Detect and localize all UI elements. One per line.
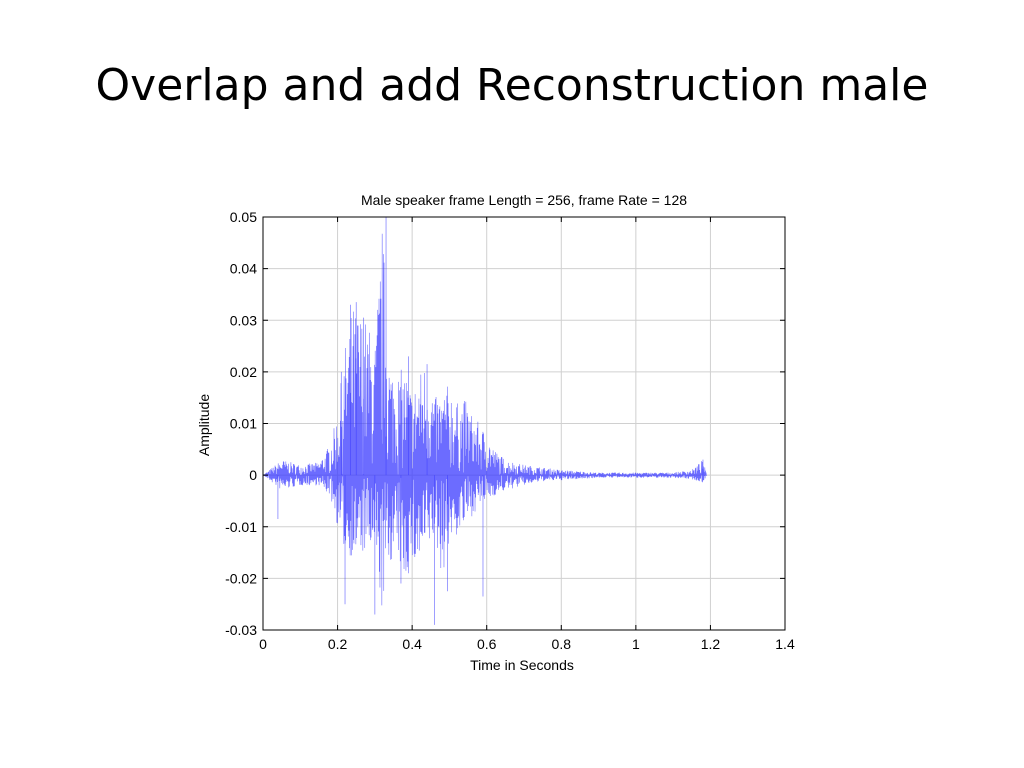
y-tick-label: 0.02: [230, 364, 257, 380]
y-tick-label: -0.02: [225, 570, 257, 586]
y-tick-label: -0.01: [225, 519, 257, 535]
x-tick-label: 0: [259, 636, 267, 652]
y-tick-label: 0: [249, 467, 257, 483]
x-tick-label: 0.8: [552, 636, 572, 652]
x-tick-labels: 0 0.2 0.4 0.6 0.8 1 1.2 1.4: [259, 636, 795, 652]
x-tick-label: 1: [632, 636, 640, 652]
y-tick-labels: 0.05 0.04 0.03 0.02 0.01 0 -0.01 -0.02 -0.03: [225, 209, 257, 638]
chart-title: Male speaker frame Length = 256, frame R…: [361, 192, 687, 208]
y-tick-label: 0.04: [230, 261, 257, 277]
x-tick-label: 1.2: [701, 636, 721, 652]
slide-title: Overlap and add Reconstruction male: [95, 60, 929, 111]
axis-ticks: [262, 216, 786, 631]
x-axis-label: Time in Seconds: [470, 657, 574, 673]
y-tick-label: -0.03: [225, 622, 257, 638]
x-tick-label: 0.2: [328, 636, 348, 652]
y-tick-label: 0.01: [230, 416, 257, 432]
y-tick-label: 0.05: [230, 209, 257, 225]
y-tick-label: 0.03: [230, 312, 257, 328]
x-tick-label: 1.4: [775, 636, 795, 652]
signal-line: [262, 233, 707, 606]
signal-waveform: [262, 217, 707, 625]
x-tick-label: 0.4: [402, 636, 422, 652]
x-tick-label: 0.6: [477, 636, 497, 652]
y-axis-label: Amplitude: [196, 394, 212, 456]
